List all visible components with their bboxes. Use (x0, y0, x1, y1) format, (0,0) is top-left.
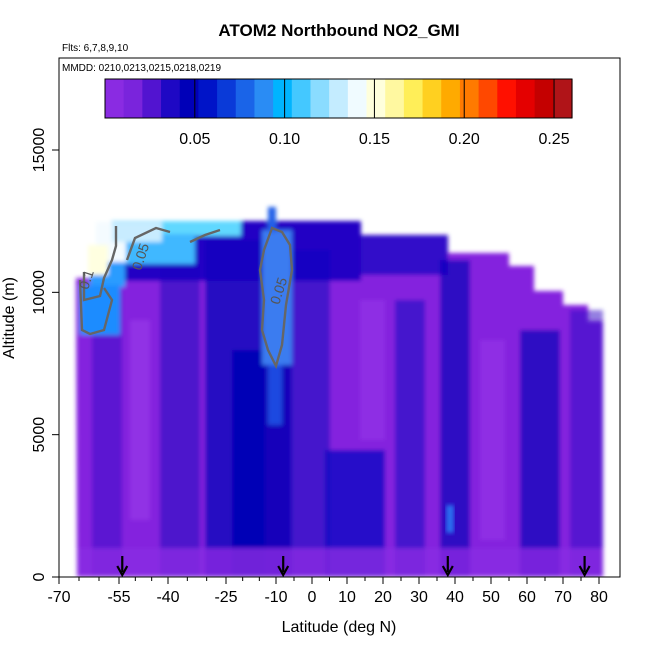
x-tick-label: -70 (47, 589, 70, 606)
band-deep (232, 350, 292, 577)
colorbar-cell (179, 79, 199, 118)
heatmap-field (76, 207, 603, 577)
x-tick-label: 20 (374, 589, 392, 606)
x-axis: -70 -55 -40 -25 -10 0 10 20 30 40 50 60 70 80 (47, 576, 620, 606)
y-axis-label: Altitude (m) (1, 277, 18, 359)
colorbar-cell (403, 79, 424, 118)
colorbar-cell (329, 79, 349, 118)
contours (78, 226, 294, 370)
flight-marker-arrow (578, 556, 591, 578)
x-tick-label: 30 (410, 589, 428, 606)
band-north-2 (440, 260, 470, 577)
x-tick-label: -40 (156, 589, 179, 606)
flight-markers (116, 556, 591, 578)
colorbar-cell (478, 79, 498, 118)
plume-lower (268, 365, 282, 425)
x-tick-label: 60 (518, 589, 536, 606)
colorbar-cell (198, 79, 218, 118)
x-tick-label: -10 (264, 589, 287, 606)
x-tick-label: 70 (554, 589, 572, 606)
x-tick-label: 0 (308, 589, 317, 606)
colorbar-cell (161, 79, 181, 118)
band-north-1 (395, 300, 425, 577)
colorbar-cell (385, 79, 405, 118)
band-north-4 (570, 310, 603, 577)
x-tick-label: 80 (590, 589, 608, 606)
flight-marker-arrow (116, 556, 129, 578)
band-north-3 (520, 330, 560, 577)
contour-south-2 (125, 226, 171, 261)
contour-label: 0.1 (76, 267, 97, 291)
band-south-2 (160, 250, 200, 577)
y-tick-label: 10000 (31, 270, 48, 315)
colorbar-cell (497, 79, 517, 118)
colorbar-cell (347, 79, 368, 118)
colorbar-tick-label: 0.10 (269, 131, 300, 148)
colorbar-tick-label: 0.25 (538, 131, 569, 148)
y-tick-label: 5000 (31, 417, 48, 453)
flight-marker-arrow (441, 556, 454, 578)
flights-note: Flts: 6,7,8,9,10 (62, 43, 129, 54)
contour-south (82, 226, 118, 302)
colorbar-cell (273, 79, 293, 118)
colorbar-cells (105, 79, 573, 118)
x-tick-label: -55 (107, 589, 130, 606)
flight-marker-arrow (277, 556, 290, 578)
colorbar-cell (534, 79, 554, 118)
colorbar: 0.05 0.10 0.15 0.20 0.25 (104, 78, 573, 148)
contour-plume (258, 226, 294, 370)
x-tick-label: 50 (482, 589, 500, 606)
colorbar-cell (123, 79, 143, 118)
colorbar-cell (366, 79, 386, 118)
x-axis-label: Latitude (deg N) (282, 619, 397, 636)
colorbar-cell (553, 79, 573, 118)
x-tick-label: 10 (338, 589, 356, 606)
y-tick-label: 0 (31, 572, 48, 581)
south-peak-2 (88, 245, 108, 275)
contour-upper (189, 228, 221, 244)
x-tick-label: 40 (446, 589, 464, 606)
light-patch-2 (360, 300, 385, 440)
colorbar-frame (104, 78, 573, 119)
band-south (92, 290, 122, 577)
colorbar-cell (217, 79, 237, 118)
colorbar-tick-label: 0.05 (179, 131, 210, 148)
colorbar-ticks: 0.05 0.10 0.15 0.20 0.25 (179, 79, 570, 148)
x-tick-label: -25 (214, 589, 237, 606)
upper-blue-2 (361, 235, 448, 275)
colorbar-cell (441, 79, 461, 118)
colorbar-cell (235, 79, 256, 118)
y-axis: 0 5000 10000 15000 (31, 58, 60, 581)
colorbar-cell (291, 79, 312, 118)
south-peak-3 (112, 222, 162, 242)
colorbar-cell (515, 79, 536, 118)
colorbar-cell (254, 79, 274, 118)
colorbar-tick-label: 0.20 (449, 131, 480, 148)
contour-south-loop (78, 279, 114, 336)
surface-hotspot (446, 505, 454, 533)
band-tropic (290, 250, 330, 577)
dates-note: MMDD: 0210,0213,0215,0218,0219 (62, 63, 221, 74)
colorbar-cell (142, 79, 162, 118)
light-patch-1 (130, 320, 150, 520)
chart-title: ATOM2 Northbound NO2_GMI (218, 21, 459, 40)
y-tick-label: 15000 (31, 128, 48, 173)
light-patch-3 (480, 340, 505, 540)
colorbar-cell (310, 79, 330, 118)
colorbar-cell (422, 79, 442, 118)
colorbar-tick-label: 0.15 (359, 131, 390, 148)
colorbar-cell (105, 79, 125, 118)
colorbar-cell (459, 79, 480, 118)
plume-top (268, 207, 276, 232)
surface-band (77, 548, 603, 577)
